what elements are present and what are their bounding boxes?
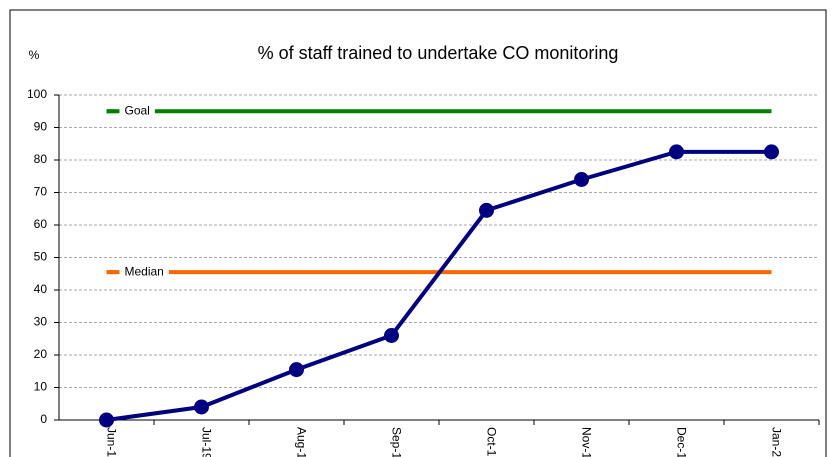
- y-tick-label: 50: [34, 250, 48, 264]
- y-tick-label: 40: [34, 282, 48, 296]
- data-point: [99, 412, 114, 428]
- data-point: [194, 399, 209, 415]
- label-background: [119, 105, 155, 118]
- data-point: [574, 172, 589, 187]
- x-tick-label: Jun-19: [104, 427, 118, 457]
- data-point: [289, 362, 304, 378]
- x-tick-label: Dec-19: [674, 427, 688, 457]
- chart-frame: [9, 9, 827, 457]
- y-tick-label: 60: [34, 217, 48, 231]
- reference-label: Goal: [125, 103, 150, 117]
- x-tick-label: Aug-19: [294, 427, 308, 457]
- data-point: [669, 144, 684, 160]
- data-point: [764, 144, 779, 160]
- y-tick-label: 100: [27, 87, 47, 101]
- reference-label: Median: [125, 264, 164, 278]
- x-tick-label: Jan-20: [769, 427, 783, 457]
- y-tick-label: 30: [34, 315, 48, 329]
- y-tick-label: 70: [34, 185, 48, 199]
- data-point: [384, 328, 399, 343]
- chart-title: % of staff trained to undertake CO monit…: [258, 43, 619, 63]
- x-tick-label: Jul-19: [199, 427, 213, 457]
- y-tick-label: 20: [34, 347, 48, 361]
- data-point: [479, 202, 494, 218]
- y-tick-label: 10: [34, 380, 48, 394]
- y-tick-label: 0: [40, 412, 47, 426]
- y-tick-label: 90: [34, 120, 48, 134]
- y-axis-label: %: [29, 48, 40, 62]
- x-tick-label: Nov-19: [579, 427, 593, 457]
- y-tick-label: 80: [34, 152, 48, 166]
- data-line: [106, 149, 772, 422]
- label-background: [119, 266, 169, 279]
- x-tick-label: Oct-19: [484, 427, 498, 457]
- x-tick-label: Sep-19: [389, 427, 403, 457]
